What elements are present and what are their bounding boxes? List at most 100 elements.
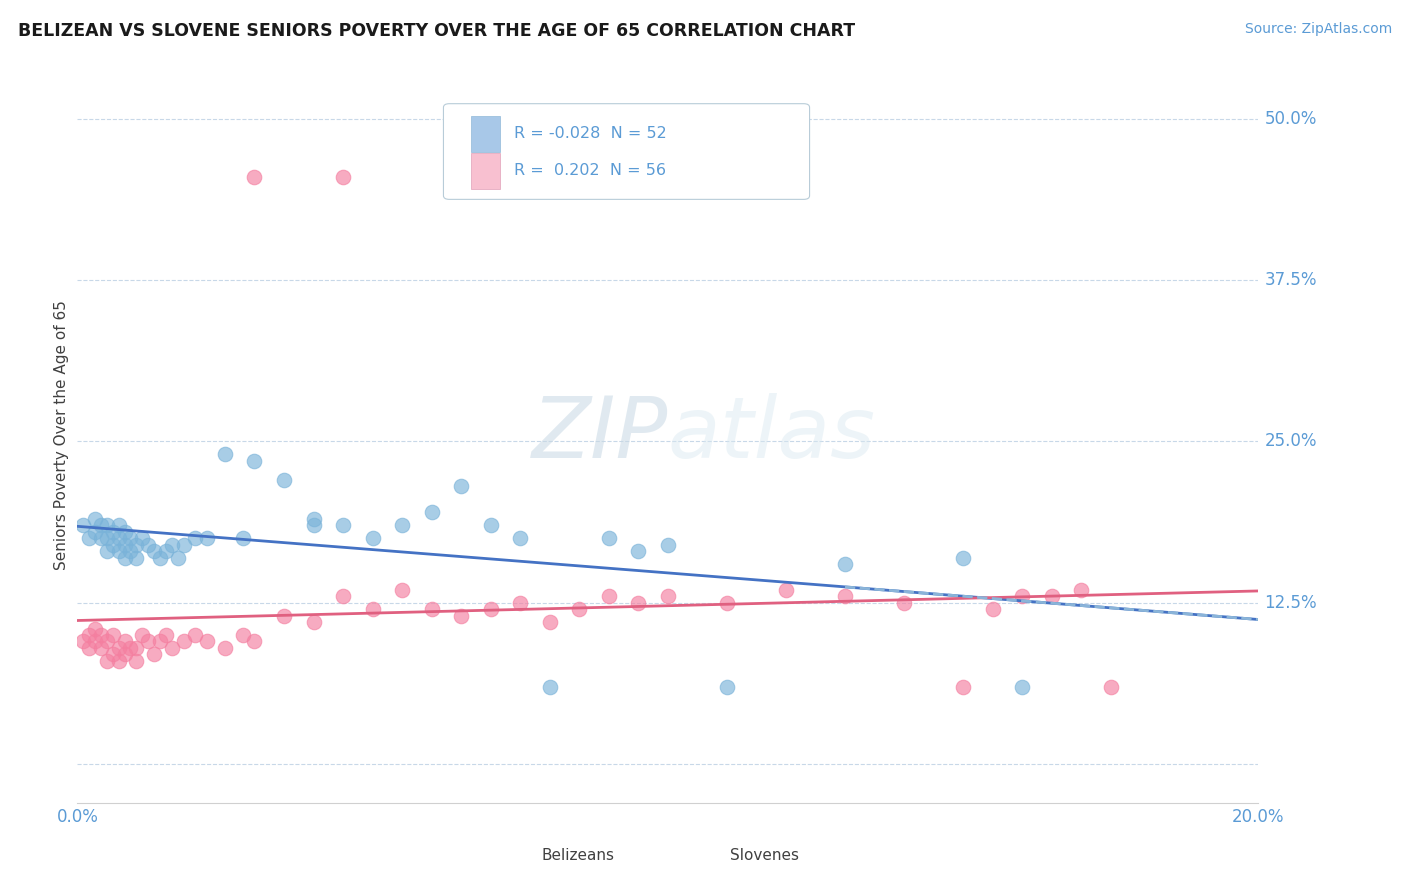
Point bbox=[84, 512, 107, 526]
Point bbox=[136, 538, 159, 552]
Point bbox=[107, 654, 129, 668]
Point bbox=[834, 589, 856, 603]
Point bbox=[361, 531, 384, 545]
FancyBboxPatch shape bbox=[512, 843, 536, 869]
Point bbox=[155, 544, 177, 558]
Point bbox=[101, 538, 124, 552]
Text: 12.5%: 12.5% bbox=[1264, 594, 1317, 612]
Point bbox=[243, 453, 266, 467]
Point bbox=[657, 538, 679, 552]
Point bbox=[450, 479, 472, 493]
Point bbox=[232, 531, 254, 545]
Point bbox=[107, 518, 129, 533]
Point bbox=[149, 550, 172, 565]
Point bbox=[273, 473, 295, 487]
Point bbox=[120, 544, 142, 558]
Point bbox=[232, 628, 254, 642]
Point bbox=[107, 544, 129, 558]
FancyBboxPatch shape bbox=[471, 116, 501, 152]
Point bbox=[952, 550, 974, 565]
Point bbox=[173, 538, 195, 552]
Point bbox=[125, 654, 148, 668]
Point bbox=[114, 538, 136, 552]
Point bbox=[84, 524, 107, 539]
FancyBboxPatch shape bbox=[443, 103, 810, 200]
Point bbox=[479, 518, 502, 533]
Point bbox=[195, 634, 218, 648]
Point bbox=[173, 634, 195, 648]
Point bbox=[450, 608, 472, 623]
Text: ZIP: ZIP bbox=[531, 393, 668, 476]
Text: BELIZEAN VS SLOVENE SENIORS POVERTY OVER THE AGE OF 65 CORRELATION CHART: BELIZEAN VS SLOVENE SENIORS POVERTY OVER… bbox=[18, 22, 855, 40]
Point bbox=[96, 518, 118, 533]
Point bbox=[72, 634, 94, 648]
Point bbox=[143, 544, 166, 558]
Point bbox=[775, 582, 797, 597]
Point bbox=[160, 538, 183, 552]
Point bbox=[332, 518, 354, 533]
Point bbox=[302, 615, 325, 629]
Point bbox=[125, 640, 148, 655]
Point bbox=[125, 538, 148, 552]
Point bbox=[627, 596, 650, 610]
Point bbox=[1011, 680, 1033, 694]
Point bbox=[136, 634, 159, 648]
Point bbox=[332, 169, 354, 184]
Point bbox=[1011, 589, 1033, 603]
Point bbox=[420, 505, 443, 519]
Point bbox=[214, 447, 236, 461]
Point bbox=[302, 512, 325, 526]
Point bbox=[101, 524, 124, 539]
Point bbox=[143, 648, 166, 662]
Point bbox=[479, 602, 502, 616]
Point bbox=[1099, 680, 1122, 694]
Point bbox=[107, 531, 129, 545]
Point bbox=[114, 648, 136, 662]
Point bbox=[391, 582, 413, 597]
Point bbox=[981, 602, 1004, 616]
Point bbox=[598, 589, 620, 603]
Point bbox=[627, 544, 650, 558]
Point bbox=[101, 628, 124, 642]
Point bbox=[834, 557, 856, 571]
Point bbox=[96, 544, 118, 558]
Point bbox=[90, 531, 112, 545]
Point bbox=[332, 589, 354, 603]
Point bbox=[120, 531, 142, 545]
Point bbox=[243, 169, 266, 184]
Text: 50.0%: 50.0% bbox=[1264, 110, 1316, 128]
Point bbox=[166, 550, 188, 565]
Point bbox=[391, 518, 413, 533]
Point bbox=[509, 531, 531, 545]
Point bbox=[952, 680, 974, 694]
Point bbox=[120, 640, 142, 655]
Point bbox=[1040, 589, 1063, 603]
Point bbox=[101, 648, 124, 662]
Point bbox=[598, 531, 620, 545]
FancyBboxPatch shape bbox=[702, 843, 724, 869]
Point bbox=[114, 524, 136, 539]
Point bbox=[716, 680, 738, 694]
Point bbox=[716, 596, 738, 610]
Point bbox=[568, 602, 591, 616]
Point bbox=[114, 634, 136, 648]
Text: Source: ZipAtlas.com: Source: ZipAtlas.com bbox=[1244, 22, 1392, 37]
Point bbox=[90, 628, 112, 642]
Point bbox=[96, 531, 118, 545]
Point bbox=[657, 589, 679, 603]
Point bbox=[107, 640, 129, 655]
Point bbox=[509, 596, 531, 610]
Point bbox=[131, 531, 153, 545]
Point bbox=[77, 628, 100, 642]
Point bbox=[893, 596, 915, 610]
Point bbox=[361, 602, 384, 616]
Point bbox=[90, 518, 112, 533]
Point bbox=[160, 640, 183, 655]
Point bbox=[84, 622, 107, 636]
Text: atlas: atlas bbox=[668, 393, 876, 476]
FancyBboxPatch shape bbox=[471, 153, 501, 188]
Point bbox=[84, 634, 107, 648]
Point bbox=[90, 640, 112, 655]
Point bbox=[96, 654, 118, 668]
Point bbox=[273, 608, 295, 623]
